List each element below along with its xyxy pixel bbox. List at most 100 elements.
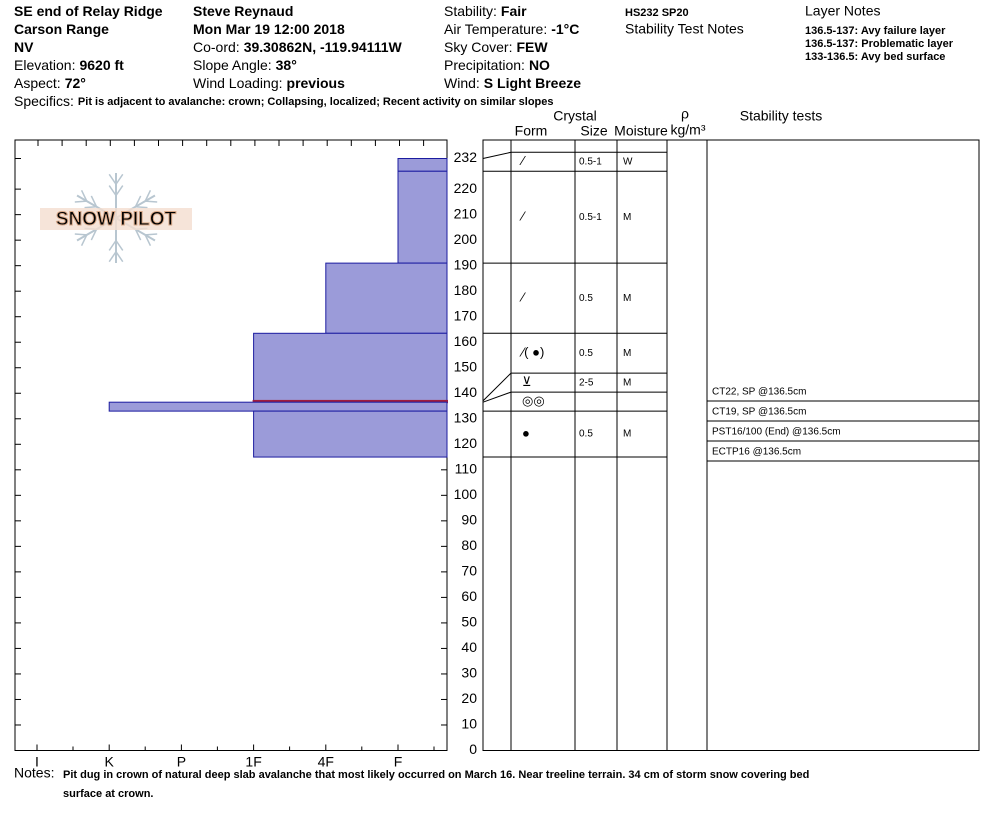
y-tick-label: 190 xyxy=(454,256,478,272)
y-tick-label: 130 xyxy=(454,409,478,425)
field-label: Aspect: xyxy=(14,75,61,91)
y-tick-label: 120 xyxy=(454,435,478,451)
grain-form: ⁄ xyxy=(519,209,526,224)
y-tick-label: 200 xyxy=(454,231,478,247)
y-tick-label: 140 xyxy=(454,384,478,400)
stability-test: CT19, SP @136.5cm xyxy=(712,407,806,418)
header-field: Stability: Fair xyxy=(444,3,527,19)
header-field: SE end of Relay Ridge xyxy=(14,3,163,19)
header-field: Wind: S Light Breeze xyxy=(444,75,581,91)
y-tick-label: 232 xyxy=(454,149,478,165)
x-tick-label: F xyxy=(394,754,403,770)
col-header: Size xyxy=(580,123,607,139)
logo-branch xyxy=(144,234,152,247)
grain-form: ⁄( ●) xyxy=(519,345,544,360)
y-tick-label: 30 xyxy=(461,665,477,681)
header-field: Carson Range xyxy=(14,21,109,37)
x-tick-label: I xyxy=(35,754,39,770)
field-value: 9620 ft xyxy=(79,57,124,73)
col-header: Crystal xyxy=(553,108,597,124)
layer-note: 136.5-137: Problematic layer xyxy=(805,38,954,50)
logo-branch xyxy=(115,185,124,196)
field-label: Sky Cover: xyxy=(444,39,512,55)
y-tick-label: 160 xyxy=(454,333,478,349)
grain-size: 2-5 xyxy=(579,377,594,388)
field-value: 39.30862N, -119.94111W xyxy=(244,39,403,55)
logo-branch xyxy=(74,200,87,203)
logo: SNOW PILOT xyxy=(40,173,192,263)
notes-text: surface at crown. xyxy=(63,788,153,800)
layer-note: 136.5-137: Avy failure layer xyxy=(805,25,946,37)
notes-text: Pit dug in crown of natural deep slab av… xyxy=(63,769,809,781)
header-field: Air Temperature: -1°C xyxy=(444,21,579,37)
layer-note: 133-136.5: Avy bed surface xyxy=(805,51,945,63)
grain-form: ⁄ xyxy=(519,290,526,305)
y-tick-label: 50 xyxy=(461,614,477,630)
hardness-bar xyxy=(108,401,448,412)
logo-branch xyxy=(90,195,98,208)
field-label: Wind: xyxy=(444,75,480,91)
grain-size: 0.5-1 xyxy=(579,212,602,223)
logo-branch xyxy=(145,200,158,203)
x-tick-label: 4F xyxy=(318,754,334,770)
grain-size: 0.5-1 xyxy=(579,156,602,167)
logo-branch xyxy=(80,234,88,247)
stability-test: CT22, SP @136.5cm xyxy=(712,387,806,398)
field-label: Slope Angle: xyxy=(193,57,272,73)
grain-form: ◎◎ xyxy=(522,393,545,408)
field-value: 38° xyxy=(276,57,297,73)
col-header: Stability tests xyxy=(740,108,822,124)
logo-branch xyxy=(74,233,87,236)
col-header: kg/m³ xyxy=(671,122,706,138)
moisture: M xyxy=(623,212,631,223)
x-tick-label: P xyxy=(177,754,186,770)
logo-branch xyxy=(108,251,117,263)
field-value: Steve Reynaud xyxy=(193,3,293,19)
field-value: previous xyxy=(287,75,346,91)
moisture: M xyxy=(623,429,631,440)
hardness-bar xyxy=(397,170,448,264)
logo-branch xyxy=(108,173,117,185)
y-tick-label: 70 xyxy=(461,563,477,579)
field-value: FEW xyxy=(516,39,548,55)
logo-branch xyxy=(108,240,117,251)
stability-test: ECTP16 @136.5cm xyxy=(712,447,801,458)
hs-sp: HS232 SP20 xyxy=(625,7,689,19)
field-value: Mon Mar 19 12:00 2018 xyxy=(193,21,345,37)
y-tick-label: 90 xyxy=(461,512,477,528)
field-label: Co-ord: xyxy=(193,39,240,55)
y-tick-label: 60 xyxy=(461,588,477,604)
hardness-bar xyxy=(397,158,448,172)
logo-text: SNOW PILOT xyxy=(56,209,177,230)
layer-notes-title: Layer Notes xyxy=(805,3,880,19)
grain-size: 0.5 xyxy=(579,293,593,304)
logo-branch xyxy=(144,189,152,202)
stability-test-notes: Stability Test Notes xyxy=(625,21,744,37)
moisture: M xyxy=(623,293,631,304)
y-tick-label: 170 xyxy=(454,307,478,323)
y-tick-label: 80 xyxy=(461,537,477,553)
field-value: -1°C xyxy=(551,21,579,37)
header-field: Precipitation: NO xyxy=(444,57,550,73)
specifics-value: Pit is adjacent to avalanche: crown; Col… xyxy=(78,96,554,108)
grain-size: 0.5 xyxy=(579,348,593,359)
field-value: NO xyxy=(529,57,550,73)
y-tick-label: 220 xyxy=(454,180,478,196)
col-header: ρ xyxy=(681,106,689,122)
logo-branch xyxy=(145,233,158,236)
moisture: W xyxy=(623,156,633,167)
col-header: Moisture xyxy=(614,123,668,139)
logo-band xyxy=(40,208,192,230)
logo-branch xyxy=(115,251,124,263)
hardness-bar xyxy=(325,262,448,334)
field-label: Wind Loading: xyxy=(193,75,283,91)
y-tick-label: 110 xyxy=(455,461,478,477)
layer-connector xyxy=(482,151,512,159)
layer-connector xyxy=(482,372,512,402)
y-tick-label: 0 xyxy=(469,741,477,757)
header-field: Mon Mar 19 12:00 2018 xyxy=(193,21,345,37)
logo-branch xyxy=(134,195,142,208)
header-field: Wind Loading: previous xyxy=(193,75,345,91)
y-tick-label: 10 xyxy=(461,716,477,732)
moisture: M xyxy=(623,377,631,388)
